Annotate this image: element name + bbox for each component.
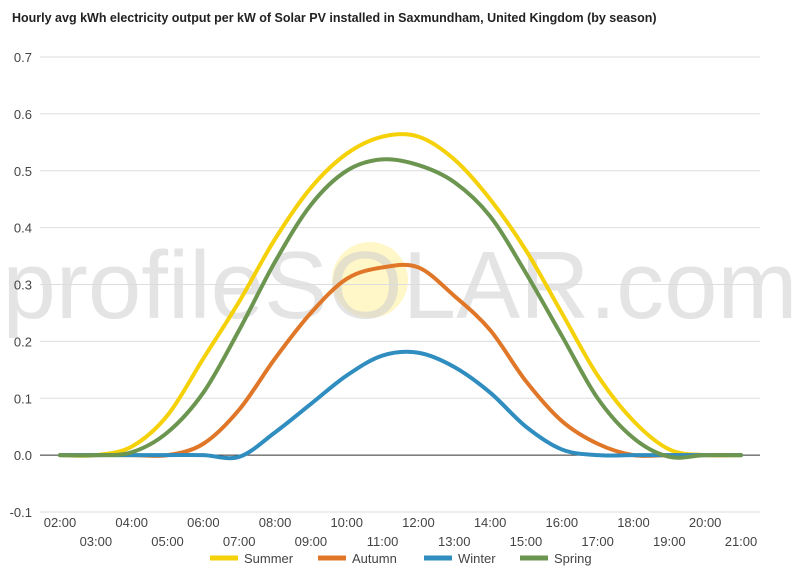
legend-label-autumn: Autumn bbox=[352, 551, 397, 566]
x-tick-label: 19:00 bbox=[653, 534, 686, 549]
y-tick-label: 0.1 bbox=[14, 391, 32, 406]
x-tick-label: 16:00 bbox=[546, 515, 579, 530]
legend-label-winter: Winter bbox=[458, 551, 496, 566]
x-tick-label: 18:00 bbox=[617, 515, 650, 530]
x-tick-label: 07:00 bbox=[223, 534, 256, 549]
x-tick-label: 20:00 bbox=[689, 515, 722, 530]
y-tick-label: 0.4 bbox=[14, 221, 32, 236]
x-tick-label: 14:00 bbox=[474, 515, 507, 530]
x-tick-label: 08:00 bbox=[259, 515, 292, 530]
x-tick-label: 02:00 bbox=[44, 515, 77, 530]
x-tick-label: 06:00 bbox=[187, 515, 220, 530]
x-tick-label: 10:00 bbox=[330, 515, 363, 530]
x-tick-label: 11:00 bbox=[367, 534, 399, 549]
y-tick-label: 0.2 bbox=[14, 334, 32, 349]
legend-label-summer: Summer bbox=[244, 551, 294, 566]
y-tick-label: 0.5 bbox=[14, 164, 32, 179]
x-tick-label: 05:00 bbox=[151, 534, 184, 549]
x-tick-label: 15:00 bbox=[510, 534, 543, 549]
x-tick-label: 04:00 bbox=[115, 515, 148, 530]
y-tick-label: 0.3 bbox=[14, 278, 32, 293]
legend-label-spring: Spring bbox=[554, 551, 592, 566]
watermark-layer: profileSOLAR.com bbox=[3, 232, 798, 339]
x-tick-label: 21:00 bbox=[725, 534, 758, 549]
series-line-summer bbox=[58, 132, 743, 458]
legend: Summer Autumn Winter Spring bbox=[210, 551, 592, 566]
y-tick-label: 0.6 bbox=[14, 107, 32, 122]
x-tick-label: 17:00 bbox=[581, 534, 614, 549]
y-tick-label: 0.7 bbox=[14, 50, 32, 65]
series-line-spring bbox=[58, 157, 743, 460]
x-tick-label: 13:00 bbox=[438, 534, 471, 549]
series-lines bbox=[58, 132, 743, 461]
series-line-winter bbox=[58, 349, 743, 461]
x-tick-label: 12:00 bbox=[402, 515, 435, 530]
x-tick-label: 03:00 bbox=[80, 534, 113, 549]
chart-title: Hourly avg kWh electricity output per kW… bbox=[12, 11, 657, 25]
y-tick-label: 0.0 bbox=[14, 448, 32, 463]
y-axis: 0.7 0.6 0.5 0.4 0.3 0.2 0.1 0.0 -0.1 bbox=[10, 50, 32, 520]
x-axis: 02:0003:0004:0005:0006:0007:0008:0009:00… bbox=[44, 515, 758, 549]
x-tick-label: 09:00 bbox=[295, 534, 328, 549]
watermark-text: profileSOLAR.com bbox=[3, 232, 798, 339]
y-tick-label: -0.1 bbox=[10, 505, 32, 520]
watermark-sun bbox=[332, 242, 408, 318]
